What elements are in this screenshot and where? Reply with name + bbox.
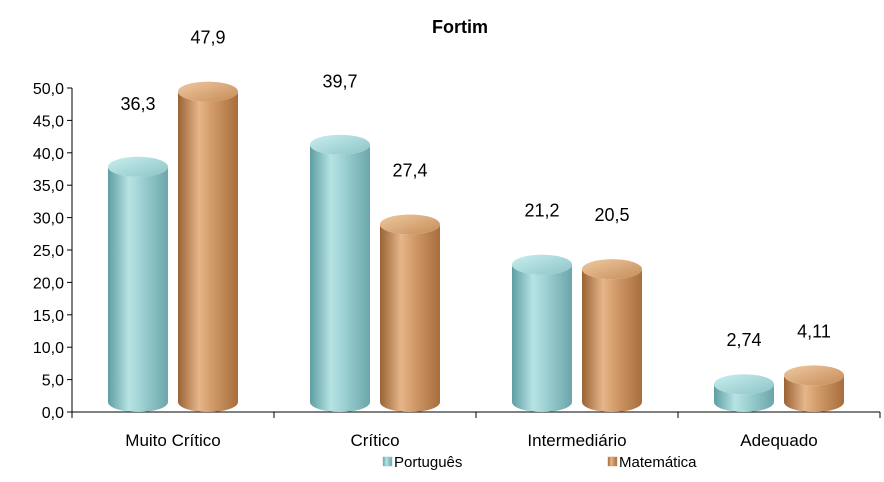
bar-body xyxy=(178,91,239,412)
legend-item: Matemática xyxy=(607,454,697,471)
bar-portugues xyxy=(512,254,572,412)
bar-matematica xyxy=(380,214,440,412)
data-label: 2,74 xyxy=(726,330,761,350)
data-label: 39,7 xyxy=(322,72,357,92)
bar-body xyxy=(582,269,642,412)
data-label: 47,9 xyxy=(190,28,225,48)
y-tick-label: 10,0 xyxy=(33,340,64,357)
bar-top xyxy=(380,214,440,235)
x-tick-label: Adequado xyxy=(740,431,818,450)
y-tick-label: 30,0 xyxy=(33,211,64,228)
bar-top xyxy=(582,259,642,280)
x-tick-label: Muito Crítico xyxy=(125,431,220,450)
y-tick-label: 50,0 xyxy=(33,81,64,98)
bar-body xyxy=(714,384,774,412)
y-tick-label: 0,0 xyxy=(42,405,64,422)
x-axis: Muito Crítico Crítico Intermediário Adequad… xyxy=(71,411,881,450)
y-tick-label: 40,0 xyxy=(33,146,64,163)
legend-swatch xyxy=(607,456,618,467)
y-tick-label: 20,0 xyxy=(33,275,64,292)
bar-body xyxy=(784,375,844,412)
data-label: 4,11 xyxy=(797,321,831,341)
bar-top xyxy=(178,81,238,102)
bar-matematica xyxy=(178,81,239,412)
data-labels: 36,3 47,9 39,7 27,4 21,2 20,5 2,74 4,11 xyxy=(120,28,830,351)
y-tick-label: 25,0 xyxy=(33,243,64,260)
legend-label: Matemática xyxy=(619,454,697,471)
data-label: 21,2 xyxy=(524,201,559,221)
y-tick-label: 45,0 xyxy=(33,113,64,130)
chart-title: Fortim xyxy=(432,17,488,37)
legend-label: Português xyxy=(394,454,462,471)
bar-portugues xyxy=(714,374,774,412)
bar-top xyxy=(310,134,370,155)
bar-body xyxy=(310,144,370,412)
bar-top xyxy=(784,365,844,386)
legend: Português Matemática xyxy=(382,454,697,471)
bar-top xyxy=(108,156,168,177)
bars xyxy=(108,81,844,412)
y-axis: 0,0 5,0 10,0 15,0 20,0 25,0 30,0 35,0 40,0 45,0 50… xyxy=(33,81,73,422)
bar-top xyxy=(512,254,572,275)
bar-portugues xyxy=(108,156,169,412)
bar-body xyxy=(380,224,440,412)
x-tick-label: Intermediário xyxy=(527,431,626,450)
bar-body xyxy=(108,166,169,412)
data-label: 20,5 xyxy=(594,205,629,225)
bar-portugues xyxy=(310,134,370,412)
legend-item: Português xyxy=(382,454,462,471)
bar-matematica xyxy=(582,259,642,412)
x-tick-label: Crítico xyxy=(350,431,399,450)
data-label: 36,3 xyxy=(120,94,155,114)
bar-top xyxy=(714,374,774,395)
bar-matematica xyxy=(784,365,844,412)
y-tick-label: 35,0 xyxy=(33,178,64,195)
y-tick-label: 15,0 xyxy=(33,308,64,325)
legend-swatch xyxy=(382,456,393,467)
data-label: 27,4 xyxy=(392,160,427,180)
y-tick-label: 5,0 xyxy=(42,373,64,390)
bar-body xyxy=(512,264,572,412)
